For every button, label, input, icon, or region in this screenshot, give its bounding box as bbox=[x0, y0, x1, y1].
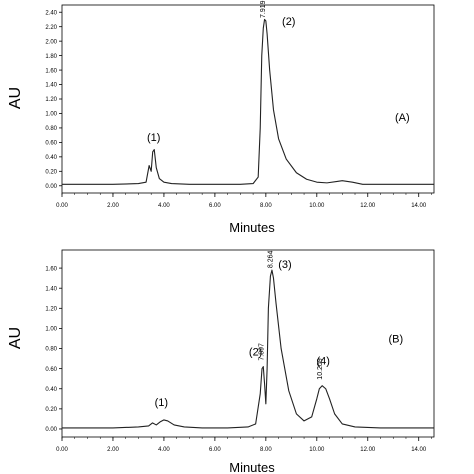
retention-time-label: 7.897 bbox=[258, 343, 265, 361]
y-tick-label: 1.00 bbox=[45, 327, 57, 333]
x-tick-label: 4.00 bbox=[158, 447, 170, 453]
x-tick-label: 12.00 bbox=[360, 447, 376, 453]
y-tick-label: 1.20 bbox=[45, 97, 57, 103]
y-tick-label: 0.80 bbox=[45, 126, 57, 132]
x-axis-label: Minutes bbox=[229, 460, 275, 474]
x-tick-label: 6.00 bbox=[209, 203, 221, 209]
y-tick-label: 0.20 bbox=[45, 170, 57, 176]
y-tick-label: 2.00 bbox=[45, 39, 57, 45]
x-axis-label: Minutes bbox=[229, 220, 275, 235]
retention-time-label: 7.919 bbox=[260, 0, 267, 18]
peak-label: (2) bbox=[249, 347, 262, 359]
x-tick-label: 4.00 bbox=[158, 203, 170, 209]
x-tick-label: 8.00 bbox=[260, 203, 272, 209]
y-tick-label: 2.20 bbox=[45, 25, 57, 31]
y-tick-label: 0.40 bbox=[45, 155, 57, 161]
x-tick-label: 10.00 bbox=[309, 203, 325, 209]
panel-label: (B) bbox=[388, 333, 403, 345]
panel-label: (A) bbox=[395, 112, 410, 124]
x-tick-label: 0.00 bbox=[56, 203, 68, 209]
y-tick-label: 0.60 bbox=[45, 141, 57, 147]
y-tick-label: 1.20 bbox=[45, 307, 57, 313]
x-tick-label: 12.00 bbox=[360, 203, 376, 209]
chromatogram-trace bbox=[62, 269, 434, 429]
plot-frame bbox=[61, 249, 435, 438]
chromatogram-trace bbox=[62, 18, 434, 185]
y-tick-label: 2.40 bbox=[45, 10, 57, 16]
x-tick-label: 0.00 bbox=[56, 447, 68, 453]
y-tick-label: 1.40 bbox=[45, 286, 57, 292]
y-tick-label: 1.40 bbox=[45, 83, 57, 89]
plot-frame bbox=[61, 4, 435, 194]
x-tick-label: 10.00 bbox=[309, 447, 325, 453]
x-tick-label: 14.00 bbox=[411, 203, 427, 209]
y-tick-label: 1.00 bbox=[45, 112, 57, 118]
y-tick-label: 1.60 bbox=[45, 68, 57, 74]
peak-label: (3) bbox=[278, 259, 291, 271]
peak-label: (2) bbox=[282, 16, 295, 28]
retention-time-label: 10.209 bbox=[317, 358, 324, 380]
y-tick-label: 0.00 bbox=[45, 184, 57, 190]
y-axis-label: AU bbox=[7, 87, 24, 109]
y-tick-label: 0.20 bbox=[45, 407, 57, 413]
y-tick-label: 0.00 bbox=[45, 427, 57, 433]
y-tick-label: 0.80 bbox=[45, 347, 57, 353]
x-tick-label: 8.00 bbox=[260, 447, 272, 453]
x-tick-label: 14.00 bbox=[411, 447, 427, 453]
x-tick-label: 2.00 bbox=[107, 203, 119, 209]
y-tick-label: 0.40 bbox=[45, 387, 57, 393]
y-tick-label: 1.60 bbox=[45, 266, 57, 272]
x-tick-label: 2.00 bbox=[107, 447, 119, 453]
chart-panel-a: 0.00 0.20 0.40 0.60 0.80 1.00 1.20 1.40 1.60 1.80… bbox=[7, 0, 435, 235]
y-tick-label: 0.60 bbox=[45, 367, 57, 373]
chart-panel-b: 0.00 0.20 0.40 0.60 0.80 1.00 1.20 1.40 1.60 0.00… bbox=[7, 249, 435, 474]
retention-time-label: 8.264 bbox=[267, 250, 274, 268]
x-tick-label: 6.00 bbox=[209, 447, 221, 453]
peak-label: (4) bbox=[316, 356, 329, 368]
peak-label: (1) bbox=[147, 132, 160, 144]
y-tick-label: 1.80 bbox=[45, 54, 57, 60]
peak-label: (1) bbox=[155, 397, 168, 409]
y-axis-label: AU bbox=[7, 327, 24, 349]
